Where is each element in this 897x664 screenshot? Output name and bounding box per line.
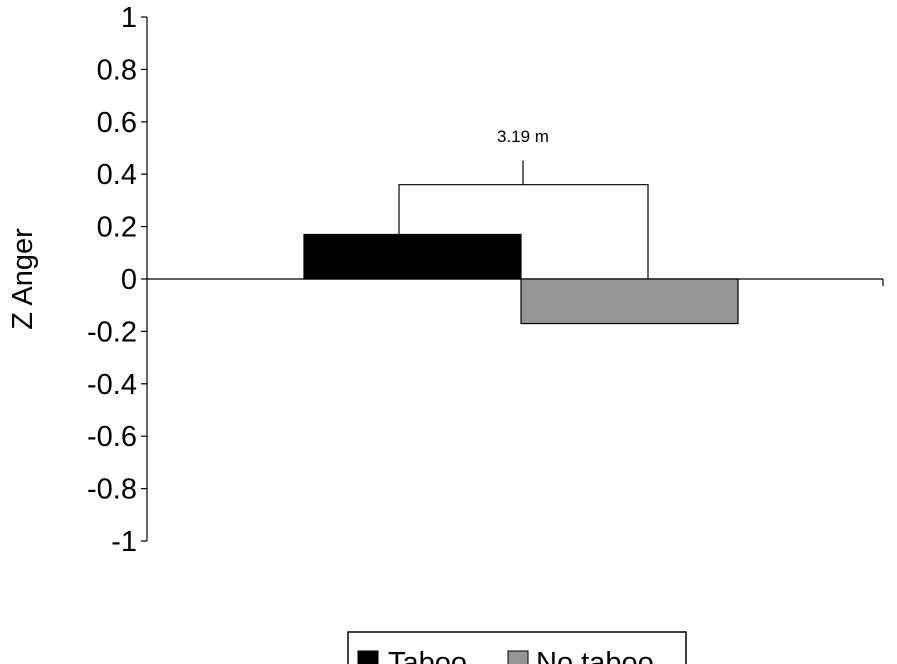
legend-swatch-taboo <box>357 650 379 664</box>
y-tick-label: 1 <box>121 2 137 34</box>
y-axis-title: Z Anger <box>7 228 39 330</box>
significance-annotation: 3.19 m <box>398 127 649 279</box>
y-tick-label: 0.6 <box>97 107 137 139</box>
y-tick-label: 0.2 <box>97 212 137 244</box>
y-axis: 1 0.8 0.6 0.4 0.2 0 -0.2 -0.4 -0.6 -0.8 -1 <box>87 2 148 558</box>
y-tick-label: -0.2 <box>87 316 137 348</box>
y-tick-label: -0.4 <box>87 369 137 401</box>
significance-bracket <box>398 160 649 279</box>
y-tick-label: -0.8 <box>87 474 137 506</box>
bars <box>303 233 739 325</box>
legend-label-no-taboo: No taboo <box>536 647 654 664</box>
y-tick-label: 0 <box>121 264 137 296</box>
y-tick-label: 0.8 <box>97 54 137 86</box>
y-tick-label: 0.4 <box>97 159 137 191</box>
legend: Taboo No taboo <box>347 631 687 664</box>
bar-taboo <box>303 233 522 280</box>
annotation-label: 3.19 m <box>497 127 549 146</box>
bar-no-taboo <box>520 278 739 325</box>
legend-swatch-no-taboo <box>507 650 529 664</box>
legend-label-taboo: Taboo <box>388 647 467 664</box>
y-tick-label: -0.6 <box>87 421 137 453</box>
y-tick-label: -1 <box>111 526 137 558</box>
plot-area <box>147 278 884 286</box>
